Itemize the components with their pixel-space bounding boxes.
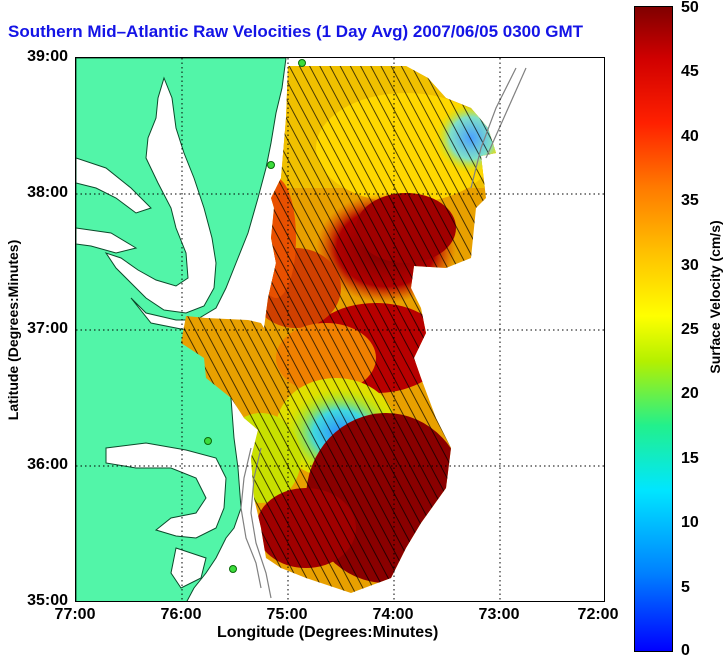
x-tick-label: 75:00 <box>266 606 308 623</box>
x-tick-label: 77:00 <box>54 606 96 623</box>
x-tick-label: 73:00 <box>478 606 520 623</box>
y-tick-label: 35:00 <box>27 592 68 609</box>
colorbar-tick-label: 0 <box>681 642 690 659</box>
colorbar <box>634 6 673 652</box>
grid-lines <box>76 58 604 601</box>
y-tick-label: 37:00 <box>27 320 68 337</box>
velocity-map <box>76 58 604 601</box>
radar-station-marker <box>298 59 306 67</box>
colorbar-tick-label: 10 <box>681 514 699 531</box>
y-tick-label: 36:00 <box>27 456 68 473</box>
x-tick-label: 76:00 <box>160 606 202 623</box>
colorbar-tick-label: 25 <box>681 321 699 338</box>
chesapeake-bay <box>104 76 217 314</box>
x-tick-label: 72:00 <box>577 606 619 623</box>
map-panel <box>75 57 605 602</box>
colorbar-label: Surface Velocity (cm/s) <box>707 220 723 374</box>
colorbar-tick-label: 15 <box>681 450 699 467</box>
radar-station-marker <box>204 437 212 445</box>
colorbar-tick-label: 30 <box>681 257 699 274</box>
radar-station-markers <box>204 59 306 573</box>
y-tick-label: 39:00 <box>27 48 68 65</box>
map-title: Southern Mid–Atlantic Raw Velocities (1 … <box>8 22 584 41</box>
radar-station-marker <box>229 565 237 573</box>
x-axis-label: Longitude (Degrees:Minutes) <box>217 624 439 641</box>
colorbar-tick-label: 45 <box>681 63 699 80</box>
x-tick-label: 74:00 <box>372 606 414 623</box>
radar-station-marker <box>267 161 275 169</box>
colorbar-tick-label: 35 <box>681 192 699 209</box>
y-axis-label: Latitude (Degrees:Minutes) <box>5 239 21 421</box>
pamlico-sound <box>105 442 227 539</box>
colorbar-tick-label: 50 <box>681 0 699 16</box>
y-tick-label: 38:00 <box>27 184 68 201</box>
colorbar-tick-label: 40 <box>681 128 699 145</box>
colorbar-tick-label: 20 <box>681 385 699 402</box>
colorbar-tick-label: 5 <box>681 579 690 596</box>
